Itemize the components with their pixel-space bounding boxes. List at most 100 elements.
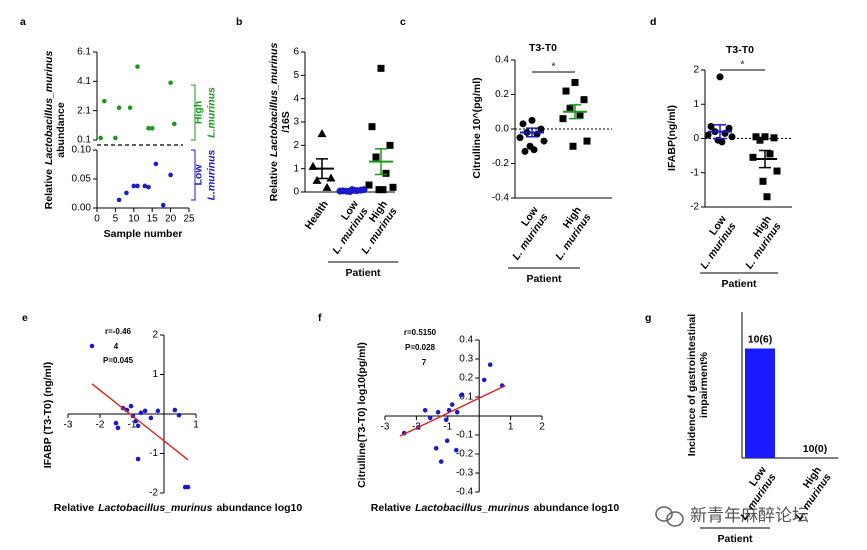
label-line: Relative Lactobacillus_murinus abundance l… <box>54 502 303 514</box>
label-line: Citrulline(T3-T0) log10(pg/ml) <box>356 342 368 488</box>
data-point <box>752 133 760 141</box>
annotation: P=0.045 <box>103 356 134 365</box>
data-point <box>583 137 591 145</box>
annotation: 7 <box>422 358 427 367</box>
chart-title: T3-T0 <box>726 44 754 56</box>
label: IFABP(ng/ml) <box>666 105 678 171</box>
label-line: IFABP(ng/ml) <box>666 105 678 171</box>
y-tick-label: -0.2 <box>492 158 510 169</box>
y-tick-label: 1 <box>693 99 699 110</box>
data-point <box>149 125 155 131</box>
data-point <box>516 134 524 142</box>
label: Relative Lactobacillus_murinus abundance l… <box>371 502 620 514</box>
group-label: Patient <box>345 267 381 279</box>
y-tick-label: -1 <box>149 448 158 459</box>
data-point <box>326 173 336 182</box>
data-point <box>135 64 140 69</box>
label-line: Low <box>192 164 204 186</box>
bar <box>745 348 775 458</box>
data-point <box>116 197 122 203</box>
data-point <box>537 125 545 133</box>
data-point <box>749 153 757 161</box>
y-tick-label: 0.4 <box>459 335 473 346</box>
data-point <box>449 402 455 407</box>
data-point <box>521 147 529 155</box>
data-point <box>433 446 439 451</box>
y-tick-label: 6.1 <box>77 47 91 58</box>
group-label: Patient <box>721 278 757 290</box>
label: IFABP (T3-T0) (ng/ml) <box>42 362 54 469</box>
label-run: Low <box>192 164 204 186</box>
data-point <box>89 343 95 349</box>
icon-bubble <box>655 506 673 522</box>
bracket <box>191 149 196 201</box>
data-point <box>756 136 764 144</box>
data-point <box>372 153 380 161</box>
y-tick-label: 0.00 <box>72 203 92 214</box>
label-run: Lactobacillus_murinus <box>43 51 55 166</box>
data-point <box>142 183 148 189</box>
label-run: Citrulline 10^(pg/ml) <box>471 77 483 178</box>
y-tick-label: 0.2 <box>495 89 509 100</box>
y-tick-label: 0.0 <box>495 124 509 135</box>
label-run: Lactobacillus_murinus <box>98 502 213 514</box>
label-run: Lactobacillus_murinus <box>268 43 280 158</box>
x-tick-label: 25 <box>183 214 195 225</box>
label-run: /16S <box>280 111 292 133</box>
data-point <box>773 167 781 175</box>
x-tick-label: -3 <box>381 422 390 433</box>
data-point <box>438 459 444 464</box>
label-line: Citrulline 10^(pg/ml) <box>471 77 483 178</box>
data-point <box>704 131 712 139</box>
data-point <box>185 484 191 490</box>
data-point <box>716 73 724 81</box>
group-label: Patient <box>717 533 753 545</box>
x-tick-label: -2 <box>96 420 105 431</box>
panel-letter: e <box>22 312 28 324</box>
label-run: impairment% <box>698 351 710 418</box>
y-tick-label: -2 <box>690 202 699 213</box>
data-point <box>379 186 387 194</box>
label-line: IFABP (T3-T0) (ng/ml) <box>42 362 54 469</box>
label-line: abundance <box>55 102 67 158</box>
y-tick-label: 6 <box>293 47 299 58</box>
label: High L.murinus <box>192 87 217 138</box>
label-line: L.murinus <box>205 87 217 138</box>
data-point <box>759 177 767 185</box>
label: Sample number <box>104 228 183 240</box>
panel-letter: c <box>400 16 406 28</box>
label: Citrulline 10^(pg/ml) <box>471 77 483 178</box>
data-point <box>322 182 332 191</box>
label-run: IFABP (T3-T0) (ng/ml) <box>42 362 54 469</box>
y-tick-label: -0.1 <box>456 430 474 441</box>
annotation: 4 <box>114 342 119 351</box>
y-tick-label: 1 <box>293 163 299 174</box>
label-run: abundance <box>55 102 67 158</box>
x-tick-label: -1 <box>443 422 452 433</box>
x-tick-label: 20 <box>165 214 177 225</box>
data-point <box>389 183 397 191</box>
data-point <box>98 135 103 141</box>
data-point <box>135 423 141 429</box>
label-run: abundance log10 <box>216 502 302 514</box>
data-point <box>365 181 373 189</box>
data-point <box>146 125 151 131</box>
data-point <box>530 146 538 154</box>
bar-label: 10(6) <box>748 333 773 345</box>
data-point <box>569 142 577 150</box>
data-point <box>172 407 178 413</box>
data-point <box>160 202 166 208</box>
data-point <box>453 447 459 453</box>
data-point <box>138 410 144 416</box>
group-label: Patient <box>526 273 562 285</box>
data-point <box>155 408 161 414</box>
data-point <box>562 87 570 95</box>
y-tick-label: -1 <box>690 167 699 178</box>
label-line: High <box>192 101 204 124</box>
data-point <box>377 64 385 72</box>
y-tick-label: 0.05 <box>72 174 92 185</box>
label-line: impairment% <box>698 351 710 418</box>
fit-line <box>399 384 506 437</box>
panel-letter: d <box>650 16 656 28</box>
